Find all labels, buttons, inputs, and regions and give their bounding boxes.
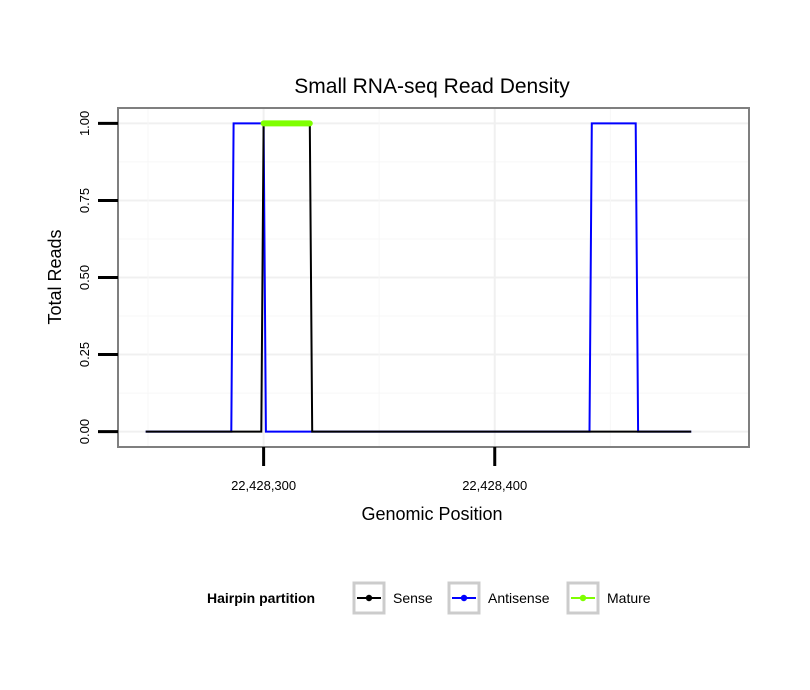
y-tick-label: 0.50 <box>77 265 92 290</box>
y-tick-label: 1.00 <box>77 111 92 136</box>
legend-label-mature: Mature <box>607 590 651 606</box>
legend-item-sense: Sense <box>352 581 433 615</box>
series-layer <box>145 120 692 433</box>
x-tick-label: 22,428,400 <box>462 478 527 493</box>
x-tick-label: 22,428,300 <box>231 478 296 493</box>
x-axis: 22,428,300 22,428,400 <box>231 447 527 493</box>
y-tick-label: 0.00 <box>77 419 92 444</box>
legend-point-mature <box>579 594 587 602</box>
legend-label-antisense: Antisense <box>488 590 550 606</box>
legend-item-antisense: Antisense <box>447 581 550 615</box>
legend: Hairpin partition Sense Antisense Mature <box>207 581 651 615</box>
gridlines <box>118 108 749 447</box>
y-axis-title: Total Reads <box>45 229 65 324</box>
legend-key-antisense <box>447 581 481 615</box>
legend-point-antisense <box>460 594 468 602</box>
legend-title: Hairpin partition <box>207 590 315 606</box>
y-axis: 0.00 0.25 0.50 0.75 1.00 <box>77 111 118 444</box>
y-tick-label: 0.25 <box>77 342 92 367</box>
legend-point-sense <box>365 594 373 602</box>
chart-title: Small RNA-seq Read Density <box>294 75 570 98</box>
plot-panel <box>117 107 750 448</box>
legend-item-mature: Mature <box>566 581 651 615</box>
y-tick-label: 0.75 <box>77 188 92 213</box>
x-axis-title: Genomic Position <box>361 504 502 524</box>
legend-label-sense: Sense <box>393 590 433 606</box>
